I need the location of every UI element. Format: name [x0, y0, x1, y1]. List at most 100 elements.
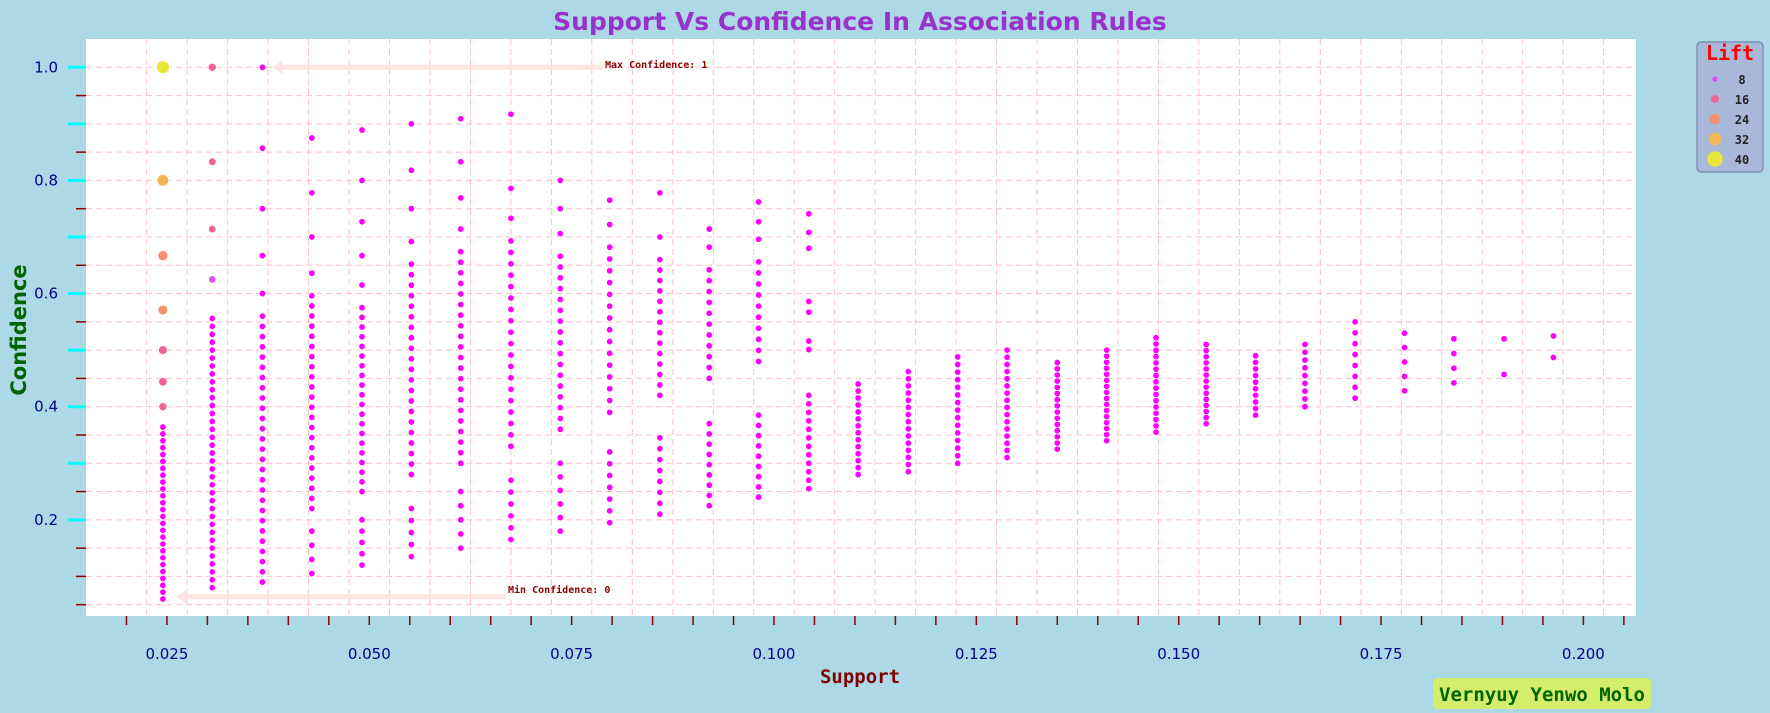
scatter-point-high-lift [155, 60, 170, 75]
scatter-point [258, 384, 267, 392]
legend-marker [1709, 113, 1721, 125]
scatter-point [208, 378, 216, 386]
scatter-point [159, 478, 167, 486]
scatter-point [754, 218, 763, 226]
scatter-point [904, 453, 913, 462]
scatter-point [407, 281, 416, 289]
scatter-point [1053, 383, 1061, 392]
scatter-point [208, 488, 216, 497]
scatter-point [358, 176, 366, 185]
scatter-point [605, 326, 614, 334]
scatter-point [556, 317, 565, 325]
scatter-point [308, 454, 316, 462]
scatter-point [705, 309, 713, 317]
scatter-point [705, 363, 713, 372]
scatter-point [308, 423, 316, 432]
scatter-point [258, 435, 267, 443]
scatter-point [1152, 333, 1160, 342]
scatter-point [705, 419, 713, 428]
scatter-point [208, 425, 216, 434]
scatter-point [258, 373, 267, 382]
scatter-point [457, 374, 465, 383]
scatter-point [507, 237, 515, 245]
scatter-point [605, 349, 614, 358]
scatter-point [656, 466, 664, 475]
scatter-point [656, 233, 664, 241]
scatter-point [1251, 365, 1260, 373]
scatter-point [656, 255, 664, 264]
scatter-point [1152, 365, 1160, 373]
scatter-point [308, 474, 316, 482]
scatter-point [457, 448, 465, 457]
scatter-point [605, 408, 614, 417]
scatter-point [457, 544, 465, 552]
scatter-point [358, 420, 366, 428]
scatter-point [407, 313, 416, 321]
scatter-point [705, 352, 713, 361]
scatter-point [1202, 359, 1210, 367]
scatter-point [656, 308, 664, 316]
scatter-point [457, 516, 465, 524]
scatter-point [159, 526, 167, 534]
scatter-point [705, 430, 713, 438]
scatter-point [1549, 353, 1558, 362]
scatter-point [1351, 350, 1359, 359]
scatter-point [904, 375, 913, 383]
scatter-point [1351, 318, 1359, 326]
scatter-point [1450, 335, 1458, 343]
scatter-point [308, 403, 316, 411]
scatter-point [507, 260, 515, 268]
scatter-point [159, 588, 167, 596]
x-tick-label: 0.075 [550, 645, 593, 663]
scatter-point [159, 437, 167, 445]
scatter-point [208, 552, 216, 560]
scatter-point [805, 442, 813, 450]
scatter-point [507, 431, 515, 439]
scatter-point [159, 505, 167, 514]
scatter-point [1152, 359, 1160, 367]
scatter-point-high-lift [157, 304, 169, 316]
lift-legend: Lift 8 16 24 32 40 [1696, 41, 1764, 173]
scatter-point [1003, 425, 1011, 433]
scatter-point [358, 400, 366, 409]
scatter-point [954, 444, 962, 452]
scatter-point [507, 512, 515, 520]
scatter-point [656, 381, 664, 389]
scatter-point [904, 439, 913, 447]
scatter-point [904, 403, 913, 412]
scatter-point [258, 353, 267, 361]
scatter-point [705, 450, 713, 459]
y-tick-label: 0.2 [34, 511, 58, 529]
scatter-point [457, 438, 465, 446]
scatter-point [1102, 388, 1111, 397]
scatter-point [805, 345, 813, 354]
scatter-point [208, 465, 216, 473]
scatter-point [1003, 432, 1011, 440]
legend-label: 24 [1735, 113, 1749, 127]
scatter-point [407, 292, 416, 300]
scatter-point [1102, 424, 1111, 433]
scatter-point [258, 547, 267, 556]
scatter-point [208, 560, 216, 568]
scatter-point [407, 418, 416, 426]
scatter-point [656, 329, 664, 337]
scatter-point [1053, 371, 1061, 379]
scatter-point [805, 417, 813, 425]
scatter-point [507, 419, 515, 428]
scatter-point [208, 314, 216, 323]
scatter-point [605, 255, 614, 263]
scatter-point [407, 376, 416, 384]
scatter-point [1152, 346, 1160, 354]
scatter-point [407, 344, 416, 353]
scatter-point [407, 428, 416, 437]
scatter-point [159, 430, 167, 438]
scatter-point [1202, 383, 1210, 391]
scatter-point [208, 370, 216, 378]
scatter-point [308, 363, 316, 371]
scatter-point [1003, 360, 1011, 369]
scatter-point [159, 567, 167, 576]
legend-marker [1712, 76, 1718, 82]
scatter-point-high-lift [156, 174, 170, 187]
scatter-point [208, 576, 216, 584]
scatter-point [705, 440, 713, 448]
